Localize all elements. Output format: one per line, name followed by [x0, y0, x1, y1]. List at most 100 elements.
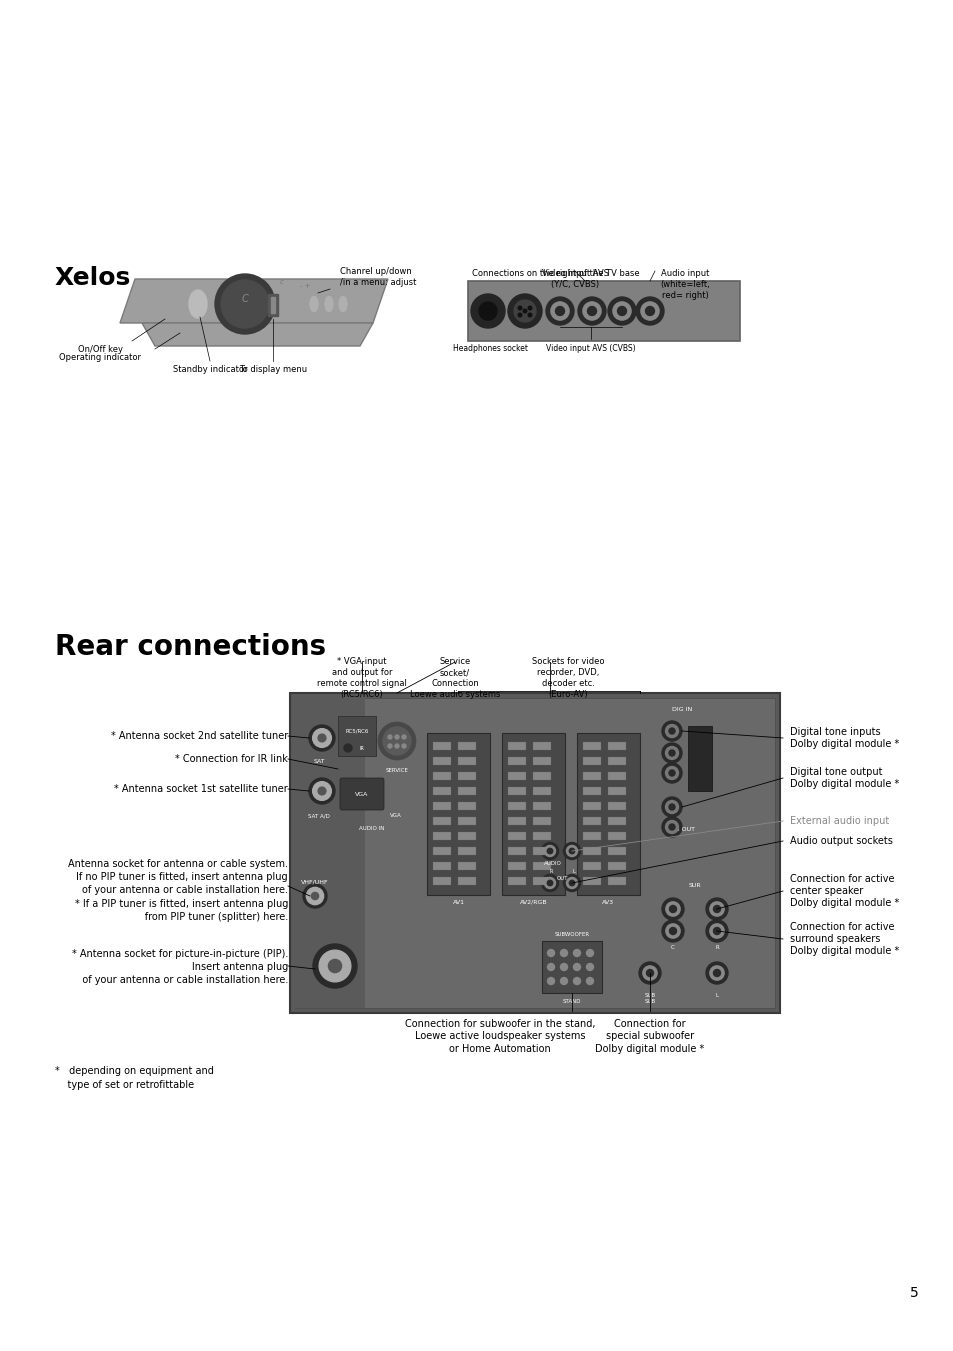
Bar: [607, 742, 625, 750]
Bar: [607, 757, 625, 765]
Bar: [607, 771, 625, 780]
Circle shape: [528, 307, 531, 309]
Circle shape: [313, 944, 356, 988]
Circle shape: [522, 309, 526, 313]
Text: Operating indicator: Operating indicator: [59, 353, 141, 362]
Bar: [433, 757, 451, 765]
Text: Connection for subwoofer in the stand,
Loewe active loudspeaker systems
or Home : Connection for subwoofer in the stand, L…: [404, 1019, 595, 1054]
Bar: [582, 877, 600, 885]
Text: SUBWOOFER: SUBWOOFER: [554, 932, 589, 938]
Text: * Antenna socket 2nd satellite tuner: * Antenna socket 2nd satellite tuner: [111, 731, 288, 740]
Circle shape: [541, 843, 558, 859]
Circle shape: [586, 963, 593, 970]
Bar: [433, 742, 451, 750]
Circle shape: [507, 295, 541, 328]
Bar: [533, 742, 551, 750]
Bar: [271, 297, 274, 313]
Circle shape: [665, 820, 678, 834]
Circle shape: [401, 735, 406, 739]
Bar: [433, 832, 451, 840]
Circle shape: [547, 848, 552, 854]
Text: * Antenna socket for picture-in-picture (PIP).
       Insert antenna plug
   of : * Antenna socket for picture-in-picture …: [71, 948, 288, 985]
Circle shape: [665, 902, 679, 916]
Text: SAT: SAT: [313, 759, 324, 765]
Text: Audio input
(white=left,
red= right): Audio input (white=left, red= right): [659, 269, 709, 300]
Circle shape: [547, 950, 554, 957]
Circle shape: [665, 724, 678, 738]
Bar: [582, 862, 600, 870]
Circle shape: [578, 297, 605, 326]
Text: Connection for
special subwoofer
Dolby digital module *: Connection for special subwoofer Dolby d…: [595, 1019, 704, 1054]
Text: L: L: [715, 993, 718, 998]
Circle shape: [309, 778, 335, 804]
Circle shape: [669, 905, 676, 912]
Text: External audio input: External audio input: [789, 816, 888, 825]
Bar: [507, 847, 525, 855]
Bar: [582, 742, 600, 750]
Bar: [607, 847, 625, 855]
Circle shape: [587, 307, 596, 316]
Circle shape: [309, 725, 335, 751]
Text: 5: 5: [909, 1286, 918, 1300]
Text: *   depending on equipment and
    type of set or retrofittable: * depending on equipment and type of set…: [55, 1066, 213, 1090]
Bar: [533, 877, 551, 885]
Circle shape: [395, 735, 398, 739]
Circle shape: [313, 782, 331, 800]
Text: AV3: AV3: [601, 900, 614, 905]
Circle shape: [668, 728, 675, 734]
Text: Chanrel up/down
/in a menu: adjust: Chanrel up/down /in a menu: adjust: [339, 267, 416, 286]
Circle shape: [640, 301, 659, 320]
Text: DIG IN: DIG IN: [671, 707, 691, 712]
Circle shape: [569, 848, 574, 854]
Circle shape: [573, 950, 579, 957]
Circle shape: [705, 898, 727, 920]
Bar: [468, 281, 740, 340]
Circle shape: [713, 970, 720, 977]
Circle shape: [573, 978, 579, 985]
Circle shape: [547, 978, 554, 985]
Text: STAND: STAND: [562, 998, 580, 1004]
Text: SUR: SUR: [688, 884, 700, 888]
Bar: [457, 788, 476, 794]
Bar: [457, 832, 476, 840]
Text: * Antenna socket 1st satellite tuner: * Antenna socket 1st satellite tuner: [114, 784, 288, 794]
Text: Sockets for video
recorder, DVD,
decoder etc.
(Euro-AV): Sockets for video recorder, DVD, decoder…: [531, 657, 603, 700]
Circle shape: [661, 898, 683, 920]
Text: Headphones socket: Headphones socket: [452, 345, 527, 353]
Bar: [433, 771, 451, 780]
Bar: [457, 771, 476, 780]
Text: R: R: [549, 869, 553, 874]
Circle shape: [713, 905, 720, 912]
Circle shape: [563, 843, 579, 859]
Circle shape: [636, 297, 663, 326]
Bar: [433, 877, 451, 885]
Circle shape: [566, 846, 577, 857]
Text: c: c: [280, 280, 284, 285]
Circle shape: [303, 884, 327, 908]
Text: R: R: [715, 944, 719, 950]
Text: SAT A/D: SAT A/D: [308, 813, 330, 817]
Text: C: C: [241, 295, 248, 304]
Bar: [433, 862, 451, 870]
Text: IR: IR: [359, 746, 364, 751]
Text: RC5/RC6: RC5/RC6: [345, 728, 368, 734]
Circle shape: [668, 750, 675, 757]
Circle shape: [563, 874, 579, 892]
Text: Antenna socket for antenna or cable system.
If no PIP tuner is fitted, insert an: Antenna socket for antenna or cable syst…: [68, 859, 288, 921]
Ellipse shape: [189, 290, 207, 317]
Circle shape: [377, 721, 416, 761]
Text: Connection for active
surround speakers
Dolby digital module *: Connection for active surround speakers …: [789, 921, 899, 957]
Circle shape: [544, 878, 555, 889]
Circle shape: [645, 307, 654, 316]
Bar: [337, 716, 375, 757]
Circle shape: [665, 747, 678, 759]
Bar: [582, 788, 600, 794]
Circle shape: [514, 300, 536, 322]
Text: VGA: VGA: [390, 813, 401, 817]
Bar: [533, 832, 551, 840]
Text: Connection for active
center speaker
Dolby digital module *: Connection for active center speaker Dol…: [789, 874, 899, 908]
Text: AV1: AV1: [452, 900, 464, 905]
Bar: [507, 771, 525, 780]
Text: AV2/RGB: AV2/RGB: [519, 900, 547, 905]
Text: VHF/UHF: VHF/UHF: [301, 880, 329, 884]
